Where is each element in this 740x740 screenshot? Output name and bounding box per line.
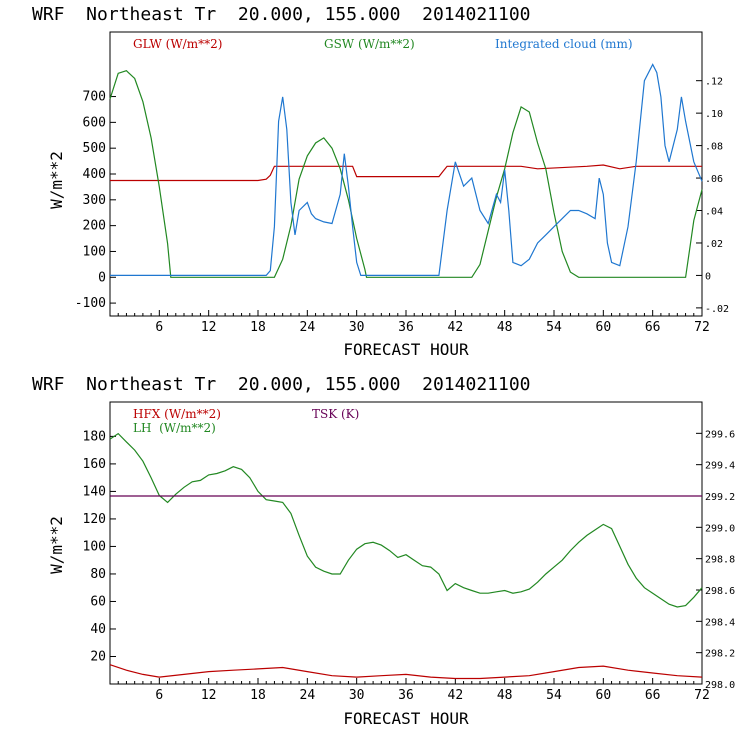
top-y-tick-label: 100 xyxy=(83,244,106,259)
bottom-x-tick-label: 30 xyxy=(349,688,365,703)
top-legend-glw: GLW (W/m**2) xyxy=(133,37,222,51)
bottom-plot-frame xyxy=(109,401,703,685)
top-x-tick-label: 54 xyxy=(546,320,562,335)
top-x-tick-label: 36 xyxy=(398,320,414,335)
bottom-y-tick-label: 140 xyxy=(83,484,106,499)
bottom-y2-tick-label: 298.4 xyxy=(705,617,735,628)
top-axes: 6 12 18 24 30 36 42 48 54 60 66 72 -100 0 100 200 300 400… xyxy=(75,77,729,335)
top-y-tick-label: 600 xyxy=(83,115,106,130)
bottom-y-axis-label: W/m**2 xyxy=(47,516,66,574)
bottom-legend-hfx: HFX (W/m**2) xyxy=(133,407,221,421)
top-y2-tick-label: .08 xyxy=(705,142,723,153)
bottom-y2-tick-label: 298.2 xyxy=(705,649,735,660)
top-series-gsw-line xyxy=(109,70,703,278)
top-y2-tick-label: .12 xyxy=(705,77,723,88)
bottom-y-tick-label: 40 xyxy=(90,622,106,637)
bottom-x-tick-label: 66 xyxy=(645,688,661,703)
top-series-integrated-line xyxy=(110,63,703,276)
bottom-legend-tsk: TSK (K) xyxy=(312,407,359,421)
top-y2-tick-label: 0 xyxy=(705,271,711,282)
top-y2-tick-label: .06 xyxy=(705,174,723,185)
top-x-tick-label: 30 xyxy=(349,320,365,335)
bottom-series-hfx-line xyxy=(109,664,703,680)
top-x-tick-label: 66 xyxy=(645,320,661,335)
top-x-tick-label: 72 xyxy=(694,320,710,335)
bottom-x-axis-label: FORECAST HOUR xyxy=(343,709,469,728)
bottom-y2-tick-label: 299.2 xyxy=(705,492,735,503)
top-y2-tick-label: .10 xyxy=(705,109,723,120)
bottom-y2-tick-label: 298.8 xyxy=(705,555,735,566)
top-x-axis-label: FORECAST HOUR xyxy=(343,340,469,359)
top-y-tick-label: 200 xyxy=(83,219,106,234)
bottom-y2-tick-label: 298.0 xyxy=(705,680,735,691)
top-x-tick-label: 60 xyxy=(596,320,612,335)
bottom-x-tick-label: 48 xyxy=(497,688,513,703)
top-chart-title: WRF Northeast Tr 20.000, 155.000 2014021… xyxy=(32,4,531,25)
bottom-y-tick-label: 20 xyxy=(90,649,106,664)
bottom-legend-lh: LH (W/m**2) xyxy=(133,421,216,435)
top-series-group xyxy=(109,63,703,278)
bottom-panel: WRF Northeast Tr 20.000, 155.000 2014021… xyxy=(32,374,735,728)
top-plot-frame xyxy=(109,31,703,317)
bottom-axes: 6 12 18 24 30 36 42 48 54 60 66 72 20 40 60 80 100 120 140… xyxy=(83,429,736,703)
top-y2-tick-label: .02 xyxy=(705,239,723,250)
top-panel: WRF Northeast Tr 20.000, 155.000 2014021… xyxy=(32,4,729,359)
bottom-series-lh-line xyxy=(109,432,703,608)
bottom-y2-tick-label: 299.0 xyxy=(705,523,735,534)
top-y-tick-label: 400 xyxy=(83,167,106,182)
top-y-axis-label: W/m**2 xyxy=(47,151,66,209)
bottom-y-tick-label: 60 xyxy=(90,594,106,609)
bottom-x-tick-label: 36 xyxy=(398,688,414,703)
bottom-series-group xyxy=(109,432,703,680)
top-x-tick-label: 12 xyxy=(201,320,217,335)
bottom-x-tick-label: 72 xyxy=(694,688,710,703)
bottom-y2-tick-label: 299.4 xyxy=(705,461,735,472)
top-x-tick-label: 24 xyxy=(300,320,316,335)
bottom-chart-title: WRF Northeast Tr 20.000, 155.000 2014021… xyxy=(32,374,531,395)
top-x-tick-label: 42 xyxy=(448,320,464,335)
top-y-tick-label: 300 xyxy=(83,193,106,208)
bottom-x-tick-label: 18 xyxy=(250,688,266,703)
top-y2-tick-label: -.02 xyxy=(705,304,729,315)
top-legend-gsw: GSW (W/m**2) xyxy=(324,37,415,51)
bottom-x-tick-label: 12 xyxy=(201,688,217,703)
top-legend-cloud: Integrated cloud (mm) xyxy=(495,37,633,51)
top-y-tick-label: 700 xyxy=(83,90,106,105)
top-y-tick-label: 0 xyxy=(98,270,106,285)
top-x-tick-label: 48 xyxy=(497,320,513,335)
bottom-y-tick-label: 160 xyxy=(83,457,106,472)
bottom-y2-tick-label: 299.6 xyxy=(705,429,735,440)
bottom-x-tick-label: 6 xyxy=(155,688,163,703)
bottom-y-tick-label: 80 xyxy=(90,567,106,582)
bottom-x-tick-label: 54 xyxy=(546,688,562,703)
bottom-y-tick-label: 180 xyxy=(83,429,106,444)
bottom-x-tick-label: 42 xyxy=(448,688,464,703)
top-y-tick-label: 500 xyxy=(83,141,106,156)
top-y-tick-label: -100 xyxy=(75,296,106,311)
top-y2-tick-label: .04 xyxy=(705,207,723,218)
bottom-y2-tick-label: 298.6 xyxy=(705,586,735,597)
top-x-tick-label: 18 xyxy=(250,320,266,335)
bottom-x-tick-label: 24 xyxy=(300,688,316,703)
top-series-glw-line xyxy=(110,164,702,182)
bottom-x-tick-label: 60 xyxy=(596,688,612,703)
top-x-tick-label: 6 xyxy=(155,320,163,335)
bottom-y-tick-label: 120 xyxy=(83,512,106,527)
bottom-y-tick-label: 100 xyxy=(83,539,106,554)
